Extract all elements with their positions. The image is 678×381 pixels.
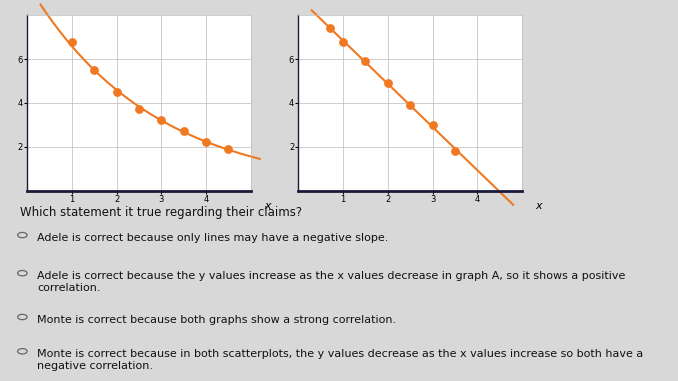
Point (66, 38, 77, 45)
Point (111, 89, 122, 95)
Point (405, 102, 416, 108)
Point (134, 106, 144, 112)
Point (324, 25, 335, 32)
Text: Adele is correct because the y values increase as the x values decrease in graph: Adele is correct because the y values in… (37, 271, 626, 293)
Point (338, 38, 348, 45)
Point (201, 139, 212, 145)
Point (89, 67, 100, 73)
Point (156, 117, 167, 123)
Point (360, 58, 371, 64)
Point (450, 148, 460, 154)
Point (382, 80, 393, 86)
Text: Monte is correct because in both scatterplots, the y values decrease as the x va: Monte is correct because in both scatter… (37, 349, 643, 371)
Text: x: x (536, 201, 542, 211)
Point (178, 128, 189, 134)
Point (223, 146, 234, 152)
Text: Monte is correct because both graphs show a strong correlation.: Monte is correct because both graphs sho… (37, 315, 397, 325)
Text: Adele is correct because only lines may have a negative slope.: Adele is correct because only lines may … (37, 233, 388, 243)
Text: x: x (264, 201, 271, 211)
Point (427, 122, 438, 128)
Text: Which statement it true regarding their claims?: Which statement it true regarding their … (20, 206, 302, 219)
